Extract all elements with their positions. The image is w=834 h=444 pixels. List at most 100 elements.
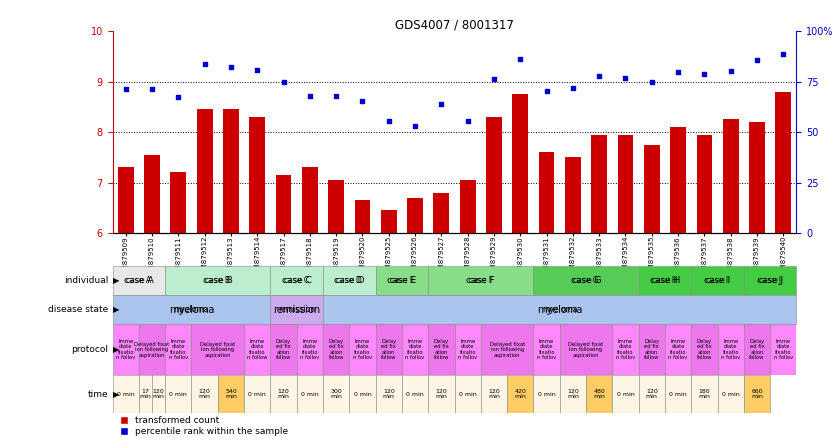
Text: Delayed fixat
ion following
aspiration: Delayed fixat ion following aspiration xyxy=(569,342,604,357)
Text: Delay
ed fix
ation
follow: Delay ed fix ation follow xyxy=(434,339,449,360)
Bar xyxy=(486,117,502,233)
Text: 120
min: 120 min xyxy=(153,389,164,399)
Point xyxy=(671,69,685,76)
Text: 120
min: 120 min xyxy=(567,389,579,399)
Text: Imme
diate
fixatio
n follov: Imme diate fixatio n follov xyxy=(537,339,556,360)
Bar xyxy=(113,295,270,324)
Bar xyxy=(591,135,607,233)
Text: case A: case A xyxy=(124,276,153,285)
Text: protocol: protocol xyxy=(72,345,108,354)
Bar xyxy=(639,324,665,375)
Bar xyxy=(375,324,402,375)
Point xyxy=(145,86,158,93)
Bar xyxy=(428,324,455,375)
Text: Imme
diate
fixatio
n follov: Imme diate fixatio n follov xyxy=(405,339,425,360)
Bar xyxy=(223,109,239,233)
Text: ▶: ▶ xyxy=(113,276,120,285)
Bar xyxy=(349,324,375,375)
Point xyxy=(514,56,527,63)
Bar xyxy=(671,127,686,233)
Text: Delay
ed fix
ation
follow: Delay ed fix ation follow xyxy=(696,339,712,360)
Bar xyxy=(139,375,152,413)
Text: 180
min: 180 min xyxy=(698,389,711,399)
Text: disease state: disease state xyxy=(48,305,108,314)
Text: 0 min: 0 min xyxy=(459,392,476,396)
Bar xyxy=(302,167,318,233)
Text: case J: case J xyxy=(757,276,783,285)
Bar xyxy=(118,167,133,233)
Text: case D: case D xyxy=(336,276,362,285)
Bar xyxy=(144,155,160,233)
Text: case A: case A xyxy=(126,276,152,285)
Text: Imme
diate
fixatio
n follov: Imme diate fixatio n follov xyxy=(116,339,135,360)
Point xyxy=(566,84,580,91)
Bar xyxy=(244,324,270,375)
Bar xyxy=(717,324,744,375)
Bar xyxy=(691,266,744,295)
Bar xyxy=(560,324,612,375)
Text: Delayed fixat
ion following
aspiration: Delayed fixat ion following aspiration xyxy=(490,342,525,357)
Text: case B: case B xyxy=(205,276,230,285)
Text: Delay
ed fix
ation
follow: Delay ed fix ation follow xyxy=(644,339,660,360)
Bar xyxy=(218,375,244,413)
Bar xyxy=(744,324,770,375)
Text: 540
min: 540 min xyxy=(225,389,237,399)
Text: Delayed fixat
ion following
aspiration: Delayed fixat ion following aspiration xyxy=(134,342,169,357)
Bar xyxy=(139,324,165,375)
Text: 0 min: 0 min xyxy=(538,392,555,396)
Bar xyxy=(407,198,423,233)
Point xyxy=(250,67,264,74)
Bar xyxy=(297,324,323,375)
Bar xyxy=(612,324,639,375)
Bar xyxy=(770,324,796,375)
Text: Imme
diate
fixatio
n follow: Imme diate fixatio n follow xyxy=(247,339,268,360)
Text: case E: case E xyxy=(387,276,416,285)
Bar xyxy=(165,375,192,413)
Bar xyxy=(249,117,265,233)
Text: Imme
diate
fixatio
n follov: Imme diate fixatio n follov xyxy=(774,339,793,360)
Point xyxy=(751,57,764,64)
Text: 120
min: 120 min xyxy=(383,389,394,399)
Bar xyxy=(534,375,560,413)
Text: 0 min: 0 min xyxy=(669,392,687,396)
Text: 120
min: 120 min xyxy=(646,389,658,399)
Bar xyxy=(349,375,375,413)
Text: 0 min: 0 min xyxy=(616,392,635,396)
Bar xyxy=(402,324,428,375)
Point xyxy=(698,71,711,78)
Bar xyxy=(455,375,481,413)
Bar xyxy=(539,152,555,233)
Point xyxy=(487,75,500,83)
Bar xyxy=(192,375,218,413)
Text: 420
min: 420 min xyxy=(515,389,526,399)
Bar xyxy=(354,200,370,233)
Bar xyxy=(744,266,796,295)
Bar xyxy=(113,324,139,375)
Bar xyxy=(297,375,323,413)
Text: Imme
diate
fixatio
n follov: Imme diate fixatio n follov xyxy=(615,339,636,360)
Text: Imme
diate
fixatio
n follov: Imme diate fixatio n follov xyxy=(458,339,477,360)
Point xyxy=(277,78,290,85)
Point xyxy=(776,50,790,57)
Text: remission: remission xyxy=(274,305,320,315)
Bar xyxy=(618,135,633,233)
Point xyxy=(329,92,343,99)
Bar xyxy=(428,375,455,413)
Text: 0 min: 0 min xyxy=(301,392,319,396)
Text: myeloma: myeloma xyxy=(173,305,209,314)
Bar xyxy=(691,324,717,375)
Bar xyxy=(744,375,770,413)
Bar xyxy=(192,324,244,375)
Text: Delay
ed fix
ation
follow: Delay ed fix ation follow xyxy=(276,339,291,360)
Bar xyxy=(270,375,297,413)
Bar xyxy=(565,157,580,233)
Text: case B: case B xyxy=(203,276,233,285)
Bar xyxy=(165,266,270,295)
Bar xyxy=(375,266,428,295)
Bar xyxy=(323,375,349,413)
Point xyxy=(435,101,448,108)
Bar xyxy=(639,266,691,295)
Legend: transformed count, percentile rank within the sample: transformed count, percentile rank withi… xyxy=(117,412,292,440)
Bar xyxy=(270,266,323,295)
Point xyxy=(172,93,185,100)
